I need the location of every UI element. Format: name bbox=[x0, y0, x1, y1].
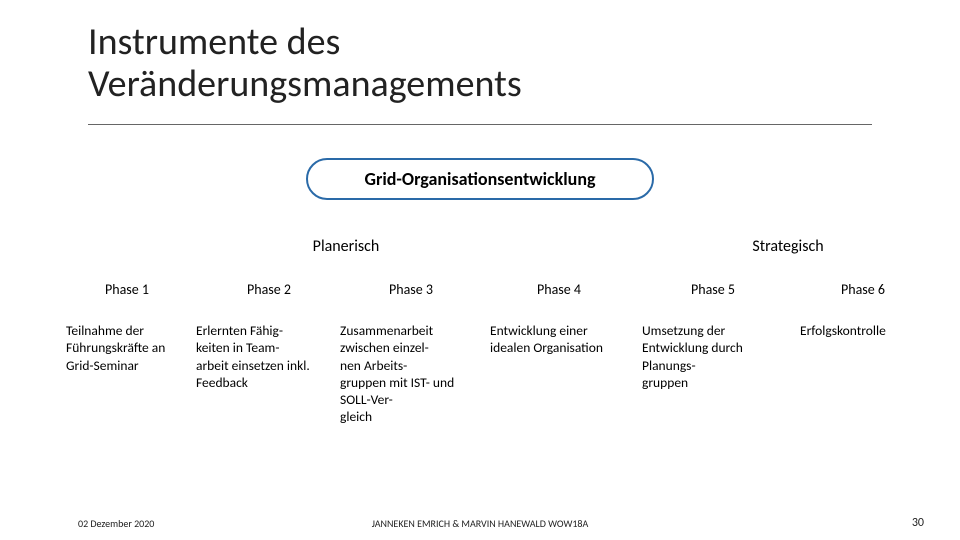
phase-label: Phase 6 bbox=[829, 279, 897, 300]
title-line-2: Veränderungsmanagements bbox=[88, 61, 522, 107]
category-arrow-0: Planerisch bbox=[58, 234, 634, 258]
phase-desc-2: Erlernten Fähig-keiten in Team-arbeit ei… bbox=[196, 322, 332, 391]
phase-desc-1: Teilnahme der Führungskräfte an Grid-Sem… bbox=[66, 322, 190, 374]
phase-arrow-6: Phase 6 bbox=[790, 274, 936, 304]
phase-label: Phase 5 bbox=[679, 279, 747, 300]
category-label: Strategisch bbox=[752, 237, 823, 256]
category-label: Planerisch bbox=[313, 237, 380, 256]
phase-arrow-3: Phase 3 bbox=[342, 274, 480, 304]
phase-label: Phase 4 bbox=[525, 279, 593, 300]
phase-arrow-1: Phase 1 bbox=[58, 274, 196, 304]
phase-arrow-4: Phase 4 bbox=[484, 274, 634, 304]
phase-label: Phase 1 bbox=[93, 279, 161, 300]
slide: Instrumente des Veränderungsmanagements … bbox=[0, 0, 960, 540]
phase-desc-3: Zusammenarbeit zwischen einzel-nen Arbei… bbox=[340, 322, 480, 426]
phase-desc-4: Entwicklung einer idealen Organisation bbox=[490, 322, 620, 357]
footer-page: 30 bbox=[912, 516, 924, 530]
title-line-1: Instrumente des bbox=[88, 19, 340, 65]
phase-arrow-2: Phase 2 bbox=[200, 274, 338, 304]
title-underline bbox=[88, 124, 872, 125]
phase-desc-5: Umsetzung der Entwicklung durch Planungs… bbox=[642, 322, 782, 391]
category-arrow-1: Strategisch bbox=[640, 234, 936, 258]
category-row: Planerisch Strategisch bbox=[0, 234, 960, 264]
slide-title: Instrumente des Veränderungsmanagements bbox=[88, 22, 522, 106]
phase-row: Phase 1 Phase 2 Phase 3 Phase 4 Phase 5 Phase… bbox=[0, 274, 960, 314]
main-pill-label: Grid-Organisationsentwicklung bbox=[364, 168, 595, 190]
phase-label: Phase 3 bbox=[377, 279, 445, 300]
footer-center: JANNEKEN EMRICH & MARVIN HANEWALD WOW18A bbox=[0, 517, 960, 530]
phase-desc-6: Erfolgskontrolle bbox=[800, 322, 930, 339]
phase-label: Phase 2 bbox=[235, 279, 303, 300]
phase-arrow-5: Phase 5 bbox=[640, 274, 786, 304]
main-pill: Grid-Organisationsentwicklung bbox=[306, 158, 654, 200]
